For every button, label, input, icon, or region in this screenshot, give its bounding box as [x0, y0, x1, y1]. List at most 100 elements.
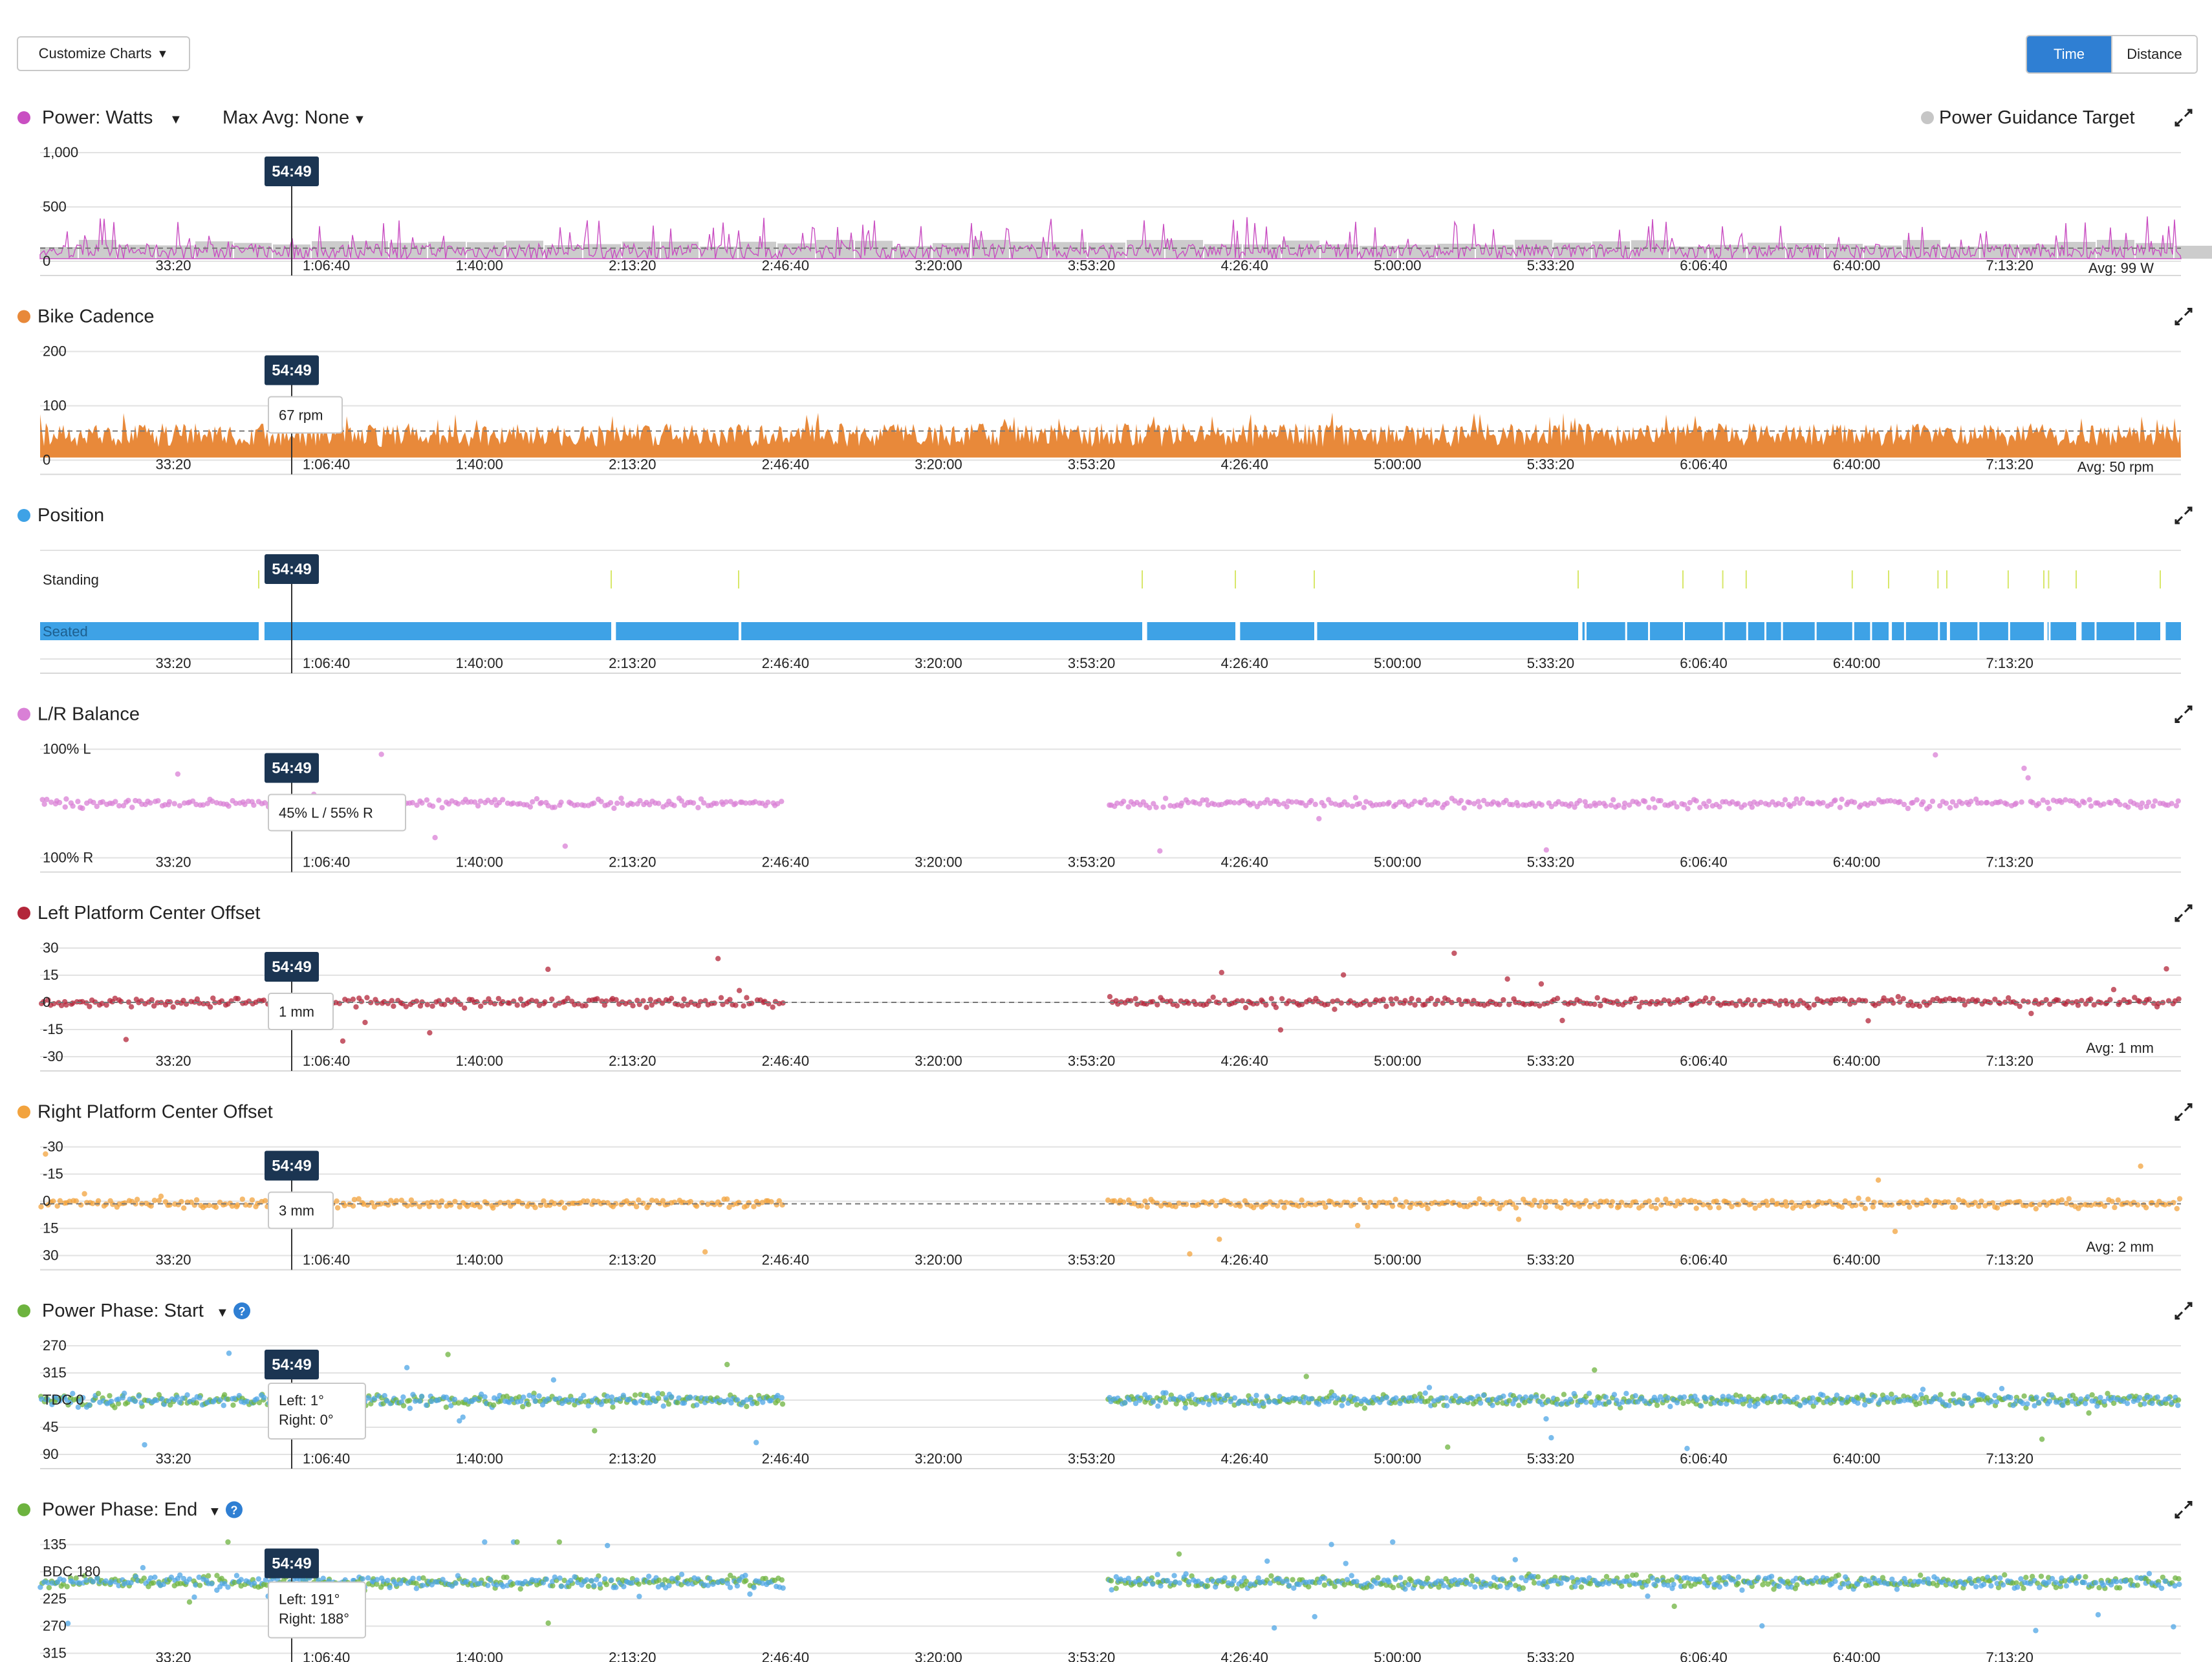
data-point: [364, 995, 370, 1000]
data-point: [711, 1000, 717, 1006]
expand-icon-arrows: [2174, 1501, 2193, 1518]
seated-gap: [1903, 622, 1906, 640]
x-tick-label: 6:40:00: [1833, 1053, 1880, 1069]
data-point: [1965, 1395, 1971, 1401]
expand-icon[interactable]: [2174, 109, 2193, 127]
x-tick-label: 33:20: [155, 1053, 191, 1069]
caret-down-icon[interactable]: ▼: [208, 1505, 221, 1519]
data-point: [1512, 1557, 1518, 1562]
expand-icon[interactable]: [2174, 308, 2193, 325]
data-point: [180, 1396, 186, 1401]
help-icon[interactable]: [226, 1501, 243, 1518]
expand-icon[interactable]: [2174, 706, 2193, 723]
data-point: [1180, 1396, 1186, 1402]
data-point: [1868, 1398, 1874, 1404]
x-tick-label: 6:40:00: [1833, 457, 1880, 473]
data-point: [2139, 800, 2145, 806]
data-point: [1136, 1398, 1143, 1403]
data-point: [1303, 1374, 1309, 1379]
chart-title[interactable]: Power Phase: Start: [42, 1300, 204, 1321]
data-point: [1504, 976, 1510, 982]
data-point: [1572, 1584, 1578, 1590]
chart-title[interactable]: Power Phase: End: [42, 1500, 197, 1520]
expand-icon[interactable]: [2174, 904, 2193, 922]
data-point: [1483, 1582, 1489, 1588]
data-point: [1477, 1400, 1484, 1406]
x-tick-label: 5:33:20: [1527, 257, 1574, 274]
help-icon[interactable]: [233, 1302, 250, 1319]
x-tick-label: 7:13:20: [1986, 257, 2033, 274]
data-point: [2021, 1585, 2026, 1592]
data-point: [1328, 1580, 1334, 1586]
data-point: [1274, 1203, 1281, 1209]
data-point: [1603, 1198, 1610, 1204]
guidance-target-bar: [2174, 246, 2212, 259]
data-point: [436, 797, 442, 803]
x-tick-label: 6:06:40: [1680, 1053, 1727, 1069]
data-point: [1959, 801, 1965, 806]
caret-down-icon[interactable]: ▼: [216, 1306, 229, 1320]
data-point: [1779, 801, 1785, 808]
data-point: [1409, 995, 1415, 1002]
time-toggle-button[interactable]: Time: [2027, 36, 2111, 72]
expand-icon[interactable]: [2174, 1302, 2193, 1320]
data-point: [2068, 1575, 2075, 1581]
customize-charts-button[interactable]: Customize Charts ▼: [17, 36, 190, 71]
data-point: [775, 1398, 781, 1404]
data-point: [1425, 1205, 1431, 1212]
x-tick-label: 6:40:00: [1833, 1252, 1880, 1268]
data-point: [1755, 1396, 1761, 1403]
data-point: [1321, 1582, 1328, 1588]
data-point: [2091, 1002, 2097, 1008]
data-point: [765, 799, 771, 805]
value-tooltip-text: Right: 0°: [279, 1412, 334, 1428]
data-point: [57, 1198, 63, 1204]
data-point: [733, 1002, 739, 1008]
seated-gap: [1683, 622, 1686, 640]
data-point: [1980, 1581, 1987, 1588]
caret-down-icon[interactable]: ▼: [353, 113, 366, 127]
data-point: [1248, 1581, 1253, 1587]
value-tooltip: 45% L / 55% R: [268, 793, 406, 832]
data-point: [1323, 1204, 1328, 1210]
data-point: [2132, 995, 2138, 1000]
data-point: [2142, 1401, 2147, 1407]
data-point: [2171, 1200, 2176, 1205]
expand-icon[interactable]: [2174, 1501, 2193, 1518]
chart-title: Bike Cadence: [38, 307, 155, 327]
caret-down-icon[interactable]: ▼: [169, 113, 182, 127]
data-point: [1449, 1000, 1455, 1006]
data-point: [734, 1583, 741, 1589]
expand-icon[interactable]: [2174, 1103, 2193, 1121]
data-point: [550, 1582, 556, 1589]
data-point: [1578, 1584, 1585, 1590]
cursor-time-tooltip-box: [265, 952, 319, 982]
x-tick-label: 5:00:00: [1374, 257, 1421, 274]
data-point: [1920, 799, 1926, 805]
data-point: [87, 1004, 92, 1009]
data-point: [455, 1573, 461, 1579]
data-point: [1875, 1177, 1881, 1183]
y-tick-label: 15: [43, 1220, 58, 1236]
data-point: [418, 1394, 425, 1399]
data-point: [1568, 801, 1574, 807]
data-point: [1328, 800, 1334, 806]
data-point: [116, 803, 122, 809]
data-point: [49, 1401, 55, 1407]
data-point: [424, 797, 430, 803]
data-point: [1975, 997, 1980, 1003]
data-point: [1724, 1401, 1729, 1407]
data-point: [1361, 1405, 1368, 1411]
max-avg-dropdown[interactable]: Max Avg: None: [222, 107, 349, 128]
data-point: [1356, 801, 1363, 806]
chart-title[interactable]: Power: Watts: [42, 107, 153, 128]
data-point: [1554, 1401, 1560, 1407]
y-tick-label: 0: [43, 452, 50, 468]
data-point: [695, 1002, 701, 1009]
distance-toggle-button[interactable]: Distance: [2111, 36, 2196, 72]
data-point: [1596, 1400, 1602, 1406]
data-point: [678, 1571, 685, 1577]
expand-icon[interactable]: [2174, 506, 2193, 524]
data-point: [2098, 1000, 2104, 1006]
